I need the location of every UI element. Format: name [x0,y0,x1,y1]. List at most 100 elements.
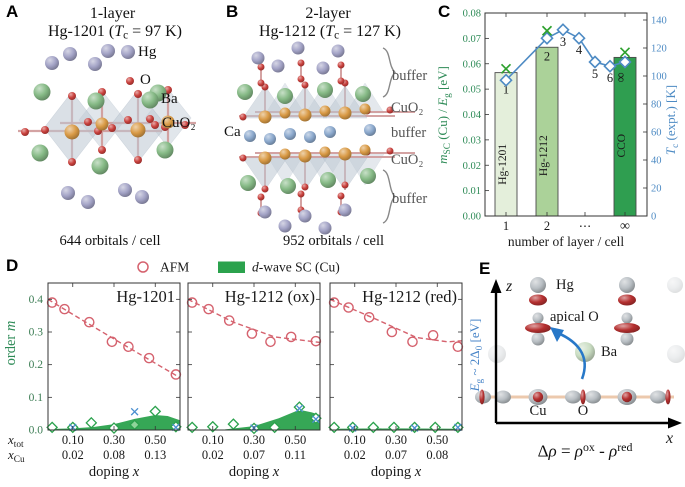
text-segment: 0 [475,345,485,350]
tc-point [499,73,513,87]
ytick-left-label: 0.02 [463,161,481,172]
o-atom [297,75,305,83]
panel-a-structure [18,44,196,209]
text-segment: T [325,23,335,40]
hg-atom [81,195,95,209]
o-atom [261,185,269,193]
afm-point [452,341,464,352]
brace [382,169,396,224]
cu-atom [359,103,371,115]
ytick-right-label: 140 [651,16,667,27]
panel-b-structure [237,41,415,235]
legend-sc-swatch [218,261,245,273]
cu-atom [130,122,146,138]
bar-Hg-1212 [535,46,559,217]
o-atom [68,158,76,166]
z-axis-arrowhead [490,279,502,293]
z-axis-label: z [505,278,513,295]
o-atom [68,92,76,100]
ghost-atom [667,345,685,363]
text-segment: ρ [609,441,618,461]
charge-lobe [565,390,581,404]
sc-point [388,421,400,434]
ytick-left-label: 0.00 [463,212,481,223]
text-segment: tot [14,440,24,450]
o-atom [98,146,106,154]
text-segment: [eV] [467,319,482,346]
ba-atom [91,157,109,175]
o-atom [386,147,394,155]
cu-atom [161,115,175,129]
apical-o-atom [532,312,544,324]
ba-atom [141,91,159,109]
xtick-xcu-label: 0.07 [243,448,265,462]
xtick-xcu-label: 0.02 [344,448,366,462]
ytick-right-label: 20 [651,184,662,195]
ytick-left-label: 0.07 [463,34,481,45]
panel-b-caption: 952 orbitals / cell [282,233,385,249]
afm-point [343,302,354,313]
ytick-left-label: 0.08 [463,9,481,20]
hg-atom [251,51,265,65]
sc-point [129,419,141,431]
text-segment: x [7,447,14,462]
text-segment: ρ [548,441,557,461]
hg-atom [298,209,312,223]
xaxis-label: doping x [89,464,140,480]
o-atom [124,116,132,124]
afm-point [170,369,182,380]
text-segment: g [443,93,453,98]
text-segment: Hg-1212 ( [259,23,326,40]
subplot-title: Hg-1212 (ox) [225,287,315,306]
legend-afm-label: AFM [160,260,189,275]
ca-atom [264,133,276,145]
text-segment: - [594,441,610,461]
theory-x-marker [541,25,553,36]
xcu-row-header: xCu [7,447,25,465]
xtick-xtot-label: 0.50 [284,433,306,447]
ba-atom [156,141,174,159]
o-charge-disk [479,389,485,405]
hg-atom [318,221,332,235]
o-charge-disk [580,389,586,405]
ba-atom [240,175,256,191]
sc-point [328,421,341,434]
text-segment: m [435,154,450,163]
sc-point [367,421,380,434]
text-segment: SC [443,143,453,154]
cu-atom [64,124,80,140]
text-segment: -wave SC (Cu) [259,260,340,275]
panel-e-letter: E [479,259,491,278]
apical-o-atom [531,332,545,346]
afm-point [246,328,258,339]
cu-atom [532,391,544,403]
afm-point [59,303,70,315]
ca-atom [364,124,376,136]
layer-label-buffer-mid: buffer [391,125,427,141]
tc-point-label: 4 [576,43,583,57]
panel-e-illustration: z x Hg apical O Ba Cu O Eg ~ 2Δ0 [eV] [467,277,685,447]
charge-transfer-arrow [557,331,586,380]
panel-b-title: 2-layer [305,5,351,22]
text-segment: Cu [14,455,25,465]
ca-atom [284,128,296,140]
ytick-label: 0.0 [29,425,44,437]
sc-point [429,421,442,434]
text-segment: red [617,440,633,454]
o-atom [84,118,92,126]
cu-atom [95,117,109,131]
hg-atom [135,190,149,204]
text-segment: doping [371,464,415,480]
hg-atom [88,57,102,71]
afm-point [83,316,95,328]
afm-point [203,303,214,315]
xaxis-label: number of layer / cell [508,234,624,249]
ytick-right-label: 60 [651,128,662,139]
theory-x-marker [619,47,631,58]
x-axis-label: x [665,430,673,447]
hg-atom [101,44,115,58]
brace [382,47,396,98]
hg-atom [530,277,546,293]
xtick-xcu-label: 0.11 [285,448,306,462]
text-segment: = [556,441,575,461]
